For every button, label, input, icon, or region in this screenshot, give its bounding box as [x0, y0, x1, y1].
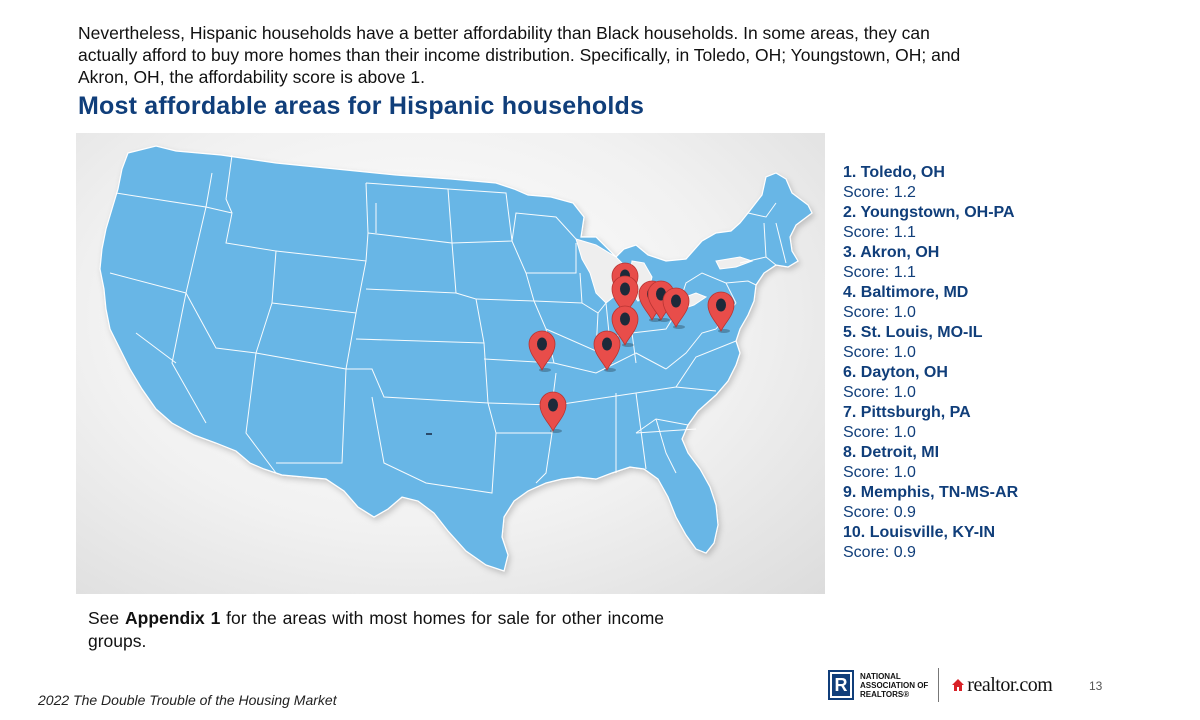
ranking-area-name: 8. Detroit, MI: [843, 444, 940, 461]
list-item: 6. Dayton, OH Score: 1.0: [843, 363, 1083, 403]
list-item: 3. Akron, OH Score: 1.1: [843, 243, 1083, 283]
list-item: 5. St. Louis, MO-IL Score: 1.0: [843, 323, 1083, 363]
page-title: Most affordable areas for Hispanic house…: [78, 92, 645, 120]
appendix-suffix: for the areas with most homes for sale f…: [88, 608, 665, 651]
report-title-footer: 2022 The Double Trouble of the Housing M…: [38, 692, 337, 708]
ranking-score: Score: 1.0: [843, 384, 916, 401]
ranking-area-name: 7. Pittsburgh, PA: [843, 404, 971, 421]
us-land-mass: [99, 145, 813, 572]
nar-line: REALTORS®: [860, 689, 910, 699]
ranking-area-name: 4. Baltimore, MD: [843, 284, 969, 301]
list-item: 1. Toledo, OH Score: 1.2: [843, 163, 1083, 203]
appendix-link-text: Appendix 1: [125, 608, 221, 628]
map-marker-icon: [539, 391, 567, 433]
ranking-area-name: 3. Akron, OH: [843, 244, 940, 261]
appendix-prefix: See: [88, 608, 125, 628]
lake-mark: [426, 433, 432, 435]
list-item: 9. Memphis, TN-MS-AR Score: 0.9: [843, 483, 1083, 523]
footer-logos: R NATIONAL ASSOCIATION OF REALTORS® real…: [828, 660, 1084, 710]
list-item: 4. Baltimore, MD Score: 1.0: [843, 283, 1083, 323]
list-item: 2. Youngstown, OH-PA Score: 1.1: [843, 203, 1083, 243]
ranking-score: Score: 0.9: [843, 544, 916, 561]
nar-line: NATIONAL: [860, 671, 901, 681]
ranking-score: Score: 1.0: [843, 424, 916, 441]
appendix-note: See Appendix 1 for the areas with most h…: [88, 607, 664, 653]
map-marker-icon: [611, 305, 639, 347]
ranking-score: Score: 1.0: [843, 304, 916, 321]
ranking-area-name: 6. Dayton, OH: [843, 364, 948, 381]
us-map: [99, 145, 813, 572]
ranking-area-name: 1. Toledo, OH: [843, 164, 945, 181]
realtor-com-logo: realtor.com: [951, 673, 1053, 697]
page-number: 13: [1089, 679, 1103, 693]
pin-layer: [528, 262, 735, 433]
map-marker-icon: [662, 287, 690, 329]
ranking-score: Score: 1.0: [843, 464, 916, 481]
ranking-area-name: 2. Youngstown, OH-PA: [843, 204, 1015, 221]
ranking-score: Score: 0.9: [843, 504, 916, 521]
intro-paragraph: Nevertheless, Hispanic households have a…: [78, 23, 961, 87]
state-borders: [109, 154, 787, 494]
map-marker-icon: [528, 330, 556, 372]
ranking-score: Score: 1.0: [843, 344, 916, 361]
nar-line: ASSOCIATION OF: [860, 680, 929, 690]
list-item: 8. Detroit, MI Score: 1.0: [843, 443, 1083, 483]
list-item: 10. Louisville, KY-IN Score: 0.9: [843, 523, 1083, 563]
ranking-list: 1. Toledo, OH Score: 1.2 2. Youngstown, …: [843, 163, 1083, 563]
map-marker-icon: [707, 291, 735, 333]
house-icon: [952, 679, 965, 691]
ranking-area-name: 5. St. Louis, MO-IL: [843, 324, 983, 341]
ranking-area-name: 9. Memphis, TN-MS-AR: [843, 484, 1019, 501]
us-map-panel: [76, 133, 825, 594]
realtor-r-icon: R: [828, 670, 854, 700]
nar-logo: R NATIONAL ASSOCIATION OF REALTORS®: [828, 670, 928, 700]
ranking-score: Score: 1.2: [843, 184, 916, 201]
logo-divider: [938, 668, 940, 702]
realtor-wordmark: realtor.com: [967, 673, 1053, 696]
ranking-score: Score: 1.1: [843, 224, 916, 241]
nar-wordmark: NATIONAL ASSOCIATION OF REALTORS®: [860, 672, 928, 699]
map-marker-icon: [593, 330, 621, 372]
ranking-score: Score: 1.1: [843, 264, 916, 281]
ranking-area-name: 10. Louisville, KY-IN: [843, 524, 996, 541]
list-item: 7. Pittsburgh, PA Score: 1.0: [843, 403, 1083, 443]
